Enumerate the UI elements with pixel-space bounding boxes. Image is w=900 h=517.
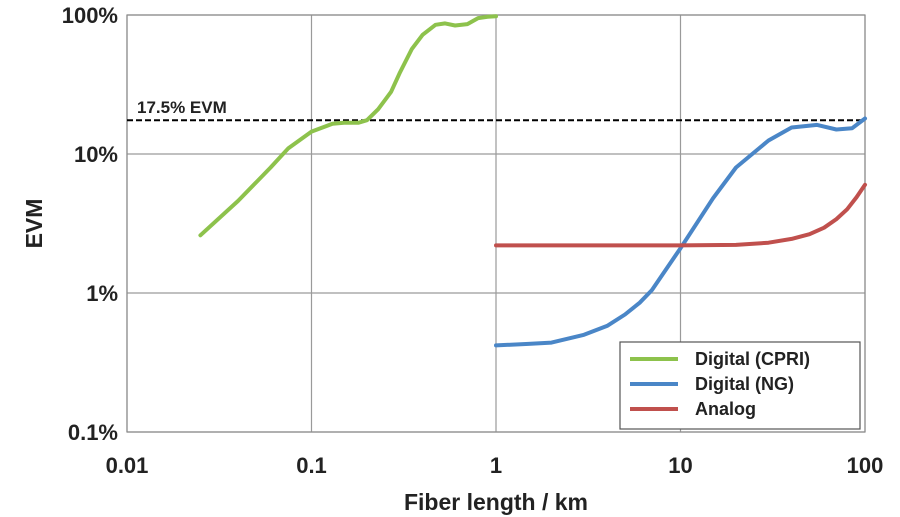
series-line [494,182,867,248]
legend-label: Analog [695,399,756,419]
y-tick-label: 10% [74,142,118,167]
series-line [198,14,498,238]
x-tick-labels: 0.01 0.1 1 10 100 [106,453,884,478]
x-tick-label: 0.01 [106,453,149,478]
y-tick-labels: 0.1% 1% 10% 100% [62,3,118,445]
x-axis-title: Fiber length / km [404,489,588,515]
y-tick-label: 0.1% [68,420,118,445]
x-tick-label: 1 [490,453,502,478]
legend-label: Digital (CPRI) [695,349,810,369]
y-tick-label: 1% [86,281,118,306]
x-tick-label: 100 [847,453,884,478]
legend-label: Digital (NG) [695,374,794,394]
series-line [494,116,867,348]
threshold-annotation: 17.5% EVM [127,98,865,122]
x-tick-label: 10 [668,453,692,478]
threshold-label: 17.5% EVM [137,98,227,117]
series-layer [198,14,867,348]
legend: Digital (CPRI) Digital (NG) Analog [619,341,861,430]
y-axis-title: EVM [21,199,47,249]
x-tick-label: 0.1 [296,453,327,478]
y-tick-label: 100% [62,3,118,28]
